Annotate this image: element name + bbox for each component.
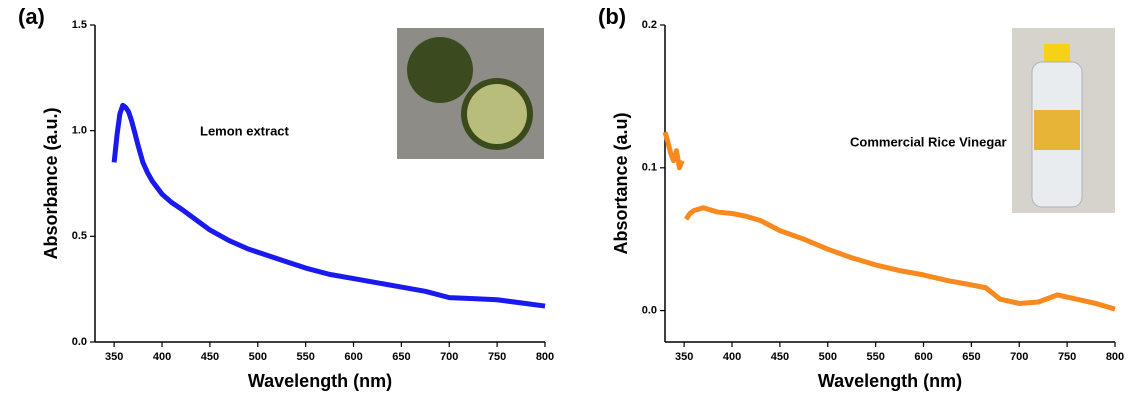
y-tick-label: 0.0 xyxy=(72,336,87,348)
x-tick-label: 350 xyxy=(105,351,123,363)
x-tick-label: 500 xyxy=(249,351,267,363)
x-tick-label: 500 xyxy=(819,351,837,363)
y-tick-label: 1.5 xyxy=(72,19,87,31)
vinegar-photo xyxy=(1012,28,1115,213)
x-tick-label: 650 xyxy=(392,351,410,363)
panel-label: (a) xyxy=(18,4,45,29)
y-tick-label: 1.0 xyxy=(72,125,87,137)
y-tick-label: 0.1 xyxy=(642,162,657,174)
annotation: Commercial Rice Vinegar xyxy=(850,134,1007,149)
x-tick-label: 450 xyxy=(771,351,789,363)
x-tick-label: 750 xyxy=(488,351,506,363)
x-tick-label: 800 xyxy=(1106,351,1124,363)
x-tick-label: 400 xyxy=(153,351,171,363)
x-tick-label: 700 xyxy=(1010,351,1028,363)
y-tick-label: 0.5 xyxy=(72,230,87,242)
y-tick-label: 0.0 xyxy=(642,304,657,316)
x-tick-label: 550 xyxy=(866,351,884,363)
y-axis-title: Absorbance (a.u.) xyxy=(41,107,61,259)
lemon-photo xyxy=(397,28,544,159)
panel-label: (b) xyxy=(598,4,626,29)
x-tick-label: 450 xyxy=(201,351,219,363)
y-axis-title: Absortance (a.u) xyxy=(611,112,631,254)
x-tick-label: 600 xyxy=(914,351,932,363)
y-tick-label: 0.2 xyxy=(642,19,657,31)
annotation: Lemon extract xyxy=(200,123,290,138)
x-tick-label: 600 xyxy=(344,351,362,363)
x-tick-label: 350 xyxy=(675,351,693,363)
x-tick-label: 700 xyxy=(440,351,458,363)
x-tick-label: 550 xyxy=(296,351,314,363)
x-axis-title: Wavelength (nm) xyxy=(248,371,392,391)
x-tick-label: 400 xyxy=(723,351,741,363)
x-axis-title: Wavelength (nm) xyxy=(818,371,962,391)
x-tick-label: 800 xyxy=(536,351,554,363)
x-tick-label: 750 xyxy=(1058,351,1076,363)
x-tick-label: 650 xyxy=(962,351,980,363)
figure: 350 400 450 500 550 600 650 700 750 800 0.0 0.5 1.0 1… xyxy=(0,0,1130,400)
